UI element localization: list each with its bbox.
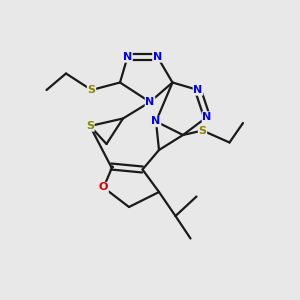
Text: S: S	[88, 85, 95, 95]
Text: S: S	[86, 121, 94, 131]
Text: N: N	[153, 52, 162, 62]
Text: N: N	[146, 97, 154, 107]
Text: N: N	[194, 85, 202, 95]
Text: N: N	[123, 52, 132, 62]
Text: S: S	[199, 125, 206, 136]
Text: N: N	[202, 112, 211, 122]
Text: O: O	[99, 182, 108, 193]
Text: N: N	[152, 116, 160, 127]
